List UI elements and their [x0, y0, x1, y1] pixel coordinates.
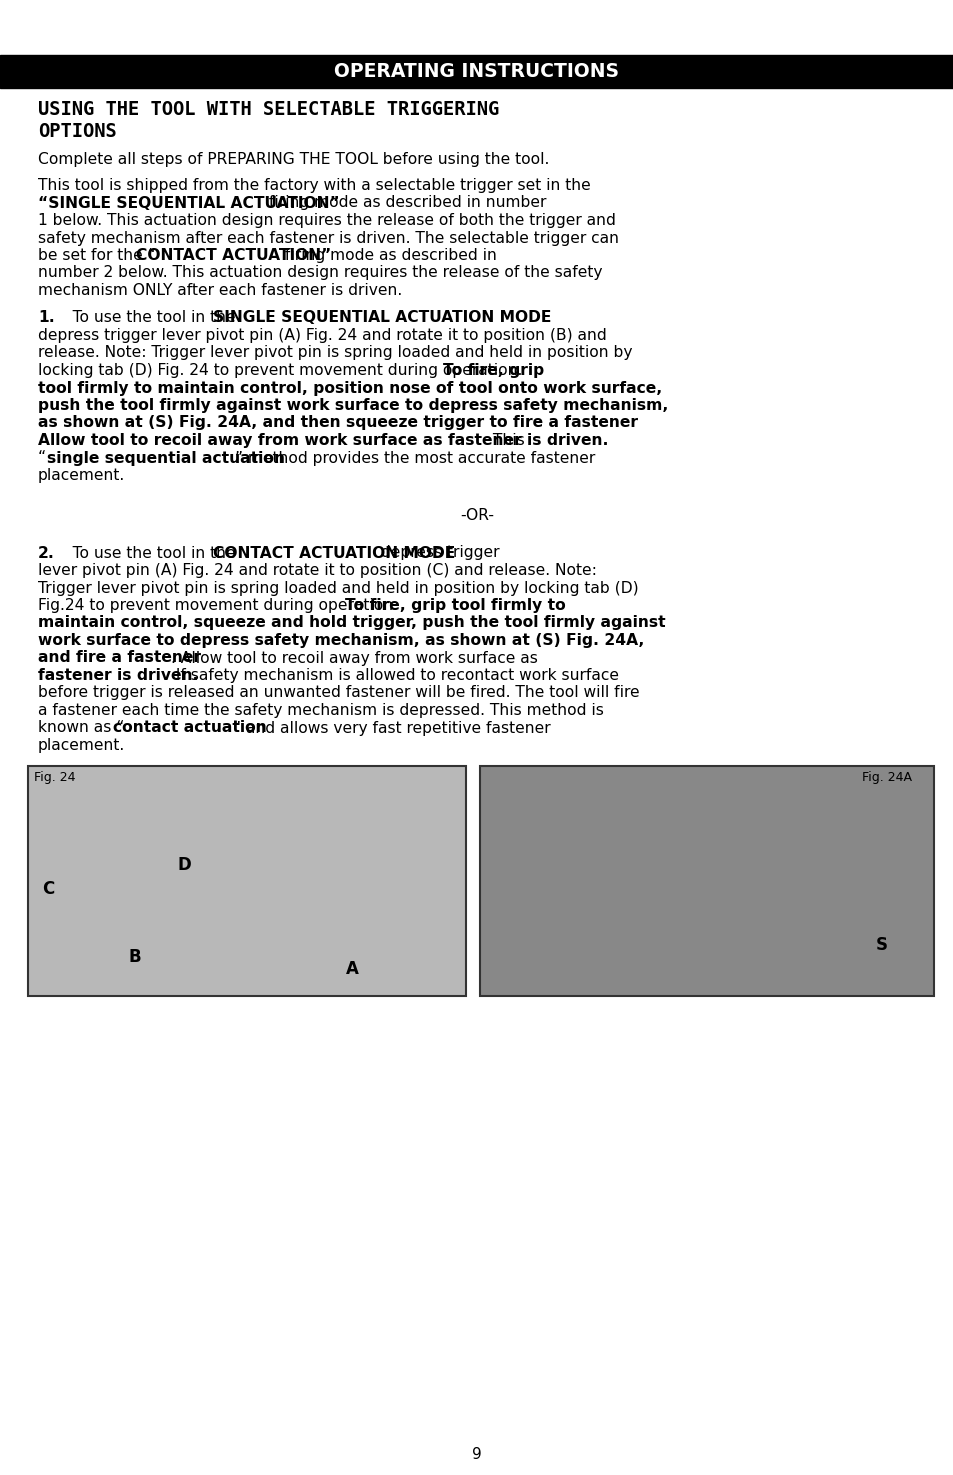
Text: fastener is driven.: fastener is driven. [38, 668, 198, 683]
Text: S: S [875, 935, 887, 953]
Text: firing mode as described in number: firing mode as described in number [264, 196, 546, 211]
Bar [0, 55, 953, 88]
Text: 9: 9 [472, 1447, 481, 1462]
Text: number 2 below. This actuation design requires the release of the safety: number 2 below. This actuation design re… [38, 266, 602, 280]
Text: push the tool firmly against work surface to depress safety mechanism,: push the tool firmly against work surfac… [38, 398, 668, 413]
Bar [28, 766, 465, 996]
Text: To fire, grip tool firmly to: To fire, grip tool firmly to [345, 597, 565, 614]
Text: This tool is shipped from the factory with a selectable trigger set in the: This tool is shipped from the factory wi… [38, 178, 590, 193]
Text: Complete all steps of PREPARING THE TOOL before using the tool.: Complete all steps of PREPARING THE TOOL… [38, 152, 549, 167]
Text: release. Note: Trigger lever pivot pin is spring loaded and held in position by: release. Note: Trigger lever pivot pin i… [38, 345, 632, 360]
Text: B: B [128, 948, 140, 966]
Text: ” method provides the most accurate fastener: ” method provides the most accurate fast… [234, 450, 595, 466]
Text: tool firmly to maintain control, position nose of tool onto work surface,: tool firmly to maintain control, positio… [38, 381, 661, 395]
Text: OPTIONS: OPTIONS [38, 122, 116, 142]
Text: This: This [488, 434, 524, 448]
Text: single sequential actuation: single sequential actuation [47, 450, 285, 466]
Text: work surface to depress safety mechanism, as shown at (S) Fig. 24A,: work surface to depress safety mechanism… [38, 633, 643, 648]
Text: D: D [178, 855, 192, 873]
Text: -OR-: -OR- [459, 507, 494, 522]
Text: firing mode as described in: firing mode as described in [280, 248, 497, 263]
Text: be set for the “: be set for the “ [38, 248, 155, 263]
Text: safety mechanism after each fastener is driven. The selectable trigger can: safety mechanism after each fastener is … [38, 230, 618, 245]
Text: C: C [42, 881, 54, 898]
Text: USING THE TOOL WITH SELECTABLE TRIGGERING: USING THE TOOL WITH SELECTABLE TRIGGERIN… [38, 100, 498, 119]
Text: Fig. 24: Fig. 24 [34, 771, 75, 785]
Text: CONTACT ACTUATION”: CONTACT ACTUATION” [136, 248, 331, 263]
Text: as shown at (S) Fig. 24A, and then squeeze trigger to fire a fastener: as shown at (S) Fig. 24A, and then squee… [38, 416, 638, 431]
Text: Allow tool to recoil away from work surface as fastener is driven.: Allow tool to recoil away from work surf… [38, 434, 608, 448]
Text: “SINGLE SEQUENTIAL ACTUATION”: “SINGLE SEQUENTIAL ACTUATION” [38, 196, 339, 211]
Text: To use the tool in the: To use the tool in the [58, 311, 240, 326]
Text: SINGLE SEQUENTIAL ACTUATION MODE: SINGLE SEQUENTIAL ACTUATION MODE [213, 311, 551, 326]
Text: ” and allows very fast repetitive fastener: ” and allows very fast repetitive fasten… [233, 720, 550, 736]
Text: Fig. 24A: Fig. 24A [862, 771, 911, 785]
Text: placement.: placement. [38, 738, 125, 754]
Text: mechanism ONLY after each fastener is driven.: mechanism ONLY after each fastener is dr… [38, 283, 402, 298]
Text: 2.: 2. [38, 546, 55, 560]
Text: .: . [38, 434, 48, 448]
Text: OPERATING INSTRUCTIONS: OPERATING INSTRUCTIONS [335, 62, 618, 81]
Text: 1.: 1. [38, 311, 54, 326]
Text: depress trigger lever pivot pin (A) Fig. 24 and rotate it to position (B) and: depress trigger lever pivot pin (A) Fig.… [38, 327, 606, 344]
Bar [479, 766, 933, 996]
Text: CONTACT ACTUATION MODE: CONTACT ACTUATION MODE [213, 546, 455, 560]
Text: Trigger lever pivot pin is spring loaded and held in position by locking tab (D): Trigger lever pivot pin is spring loaded… [38, 581, 638, 596]
Text: depress trigger: depress trigger [375, 546, 499, 560]
Text: contact actuation: contact actuation [112, 720, 267, 736]
Text: maintain control, squeeze and hold trigger, push the tool firmly against: maintain control, squeeze and hold trigg… [38, 615, 665, 630]
Text: To fire, grip: To fire, grip [442, 363, 543, 378]
Text: placement.: placement. [38, 468, 125, 482]
Text: lever pivot pin (A) Fig. 24 and rotate it to position (C) and release. Note:: lever pivot pin (A) Fig. 24 and rotate i… [38, 563, 597, 578]
Text: before trigger is released an unwanted fastener will be fired. The tool will fir: before trigger is released an unwanted f… [38, 686, 639, 701]
Text: “: “ [38, 450, 46, 466]
Text: To use the tool in the: To use the tool in the [58, 546, 240, 560]
Text: locking tab (D) Fig. 24 to prevent movement during operation.: locking tab (D) Fig. 24 to prevent movem… [38, 363, 527, 378]
Text: known as “: known as “ [38, 720, 124, 736]
Text: A: A [346, 960, 358, 978]
Text: a fastener each time the safety mechanism is depressed. This method is: a fastener each time the safety mechanis… [38, 704, 603, 718]
Text: 1 below. This actuation design requires the release of both the trigger and: 1 below. This actuation design requires … [38, 212, 616, 229]
Text: Fig.24 to prevent movement during operation.: Fig.24 to prevent movement during operat… [38, 597, 402, 614]
Text: If safety mechanism is allowed to recontact work surface: If safety mechanism is allowed to recont… [171, 668, 618, 683]
Text: . Allow tool to recoil away from work surface as: . Allow tool to recoil away from work su… [171, 650, 537, 665]
Text: and fire a fastener: and fire a fastener [38, 650, 201, 665]
